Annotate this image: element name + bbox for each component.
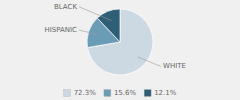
leader-line: [79, 7, 111, 21]
leader-line: [138, 57, 161, 67]
chart: WHITE HISPANIC BLACK 72.3% 15.6% 12.1%: [0, 0, 240, 100]
legend: 72.3% 15.6% 12.1%: [64, 89, 177, 97]
legend-label: 72.3%: [74, 89, 97, 97]
slice-label: BLACK: [54, 3, 77, 11]
legend-label: 15.6%: [114, 89, 137, 97]
pie-slice: [97, 9, 120, 42]
slice-label: HISPANIC: [44, 26, 77, 34]
pie: [87, 9, 153, 75]
slice-label: WHITE: [163, 62, 186, 70]
leader-line: [79, 30, 98, 35]
legend-swatch: [64, 90, 71, 97]
legend-swatch: [104, 90, 111, 97]
pie-slice: [87, 9, 153, 75]
legend-swatch: [144, 90, 151, 97]
legend-label: 12.1%: [154, 89, 177, 97]
slice-labels: WHITE HISPANIC BLACK: [44, 3, 185, 71]
